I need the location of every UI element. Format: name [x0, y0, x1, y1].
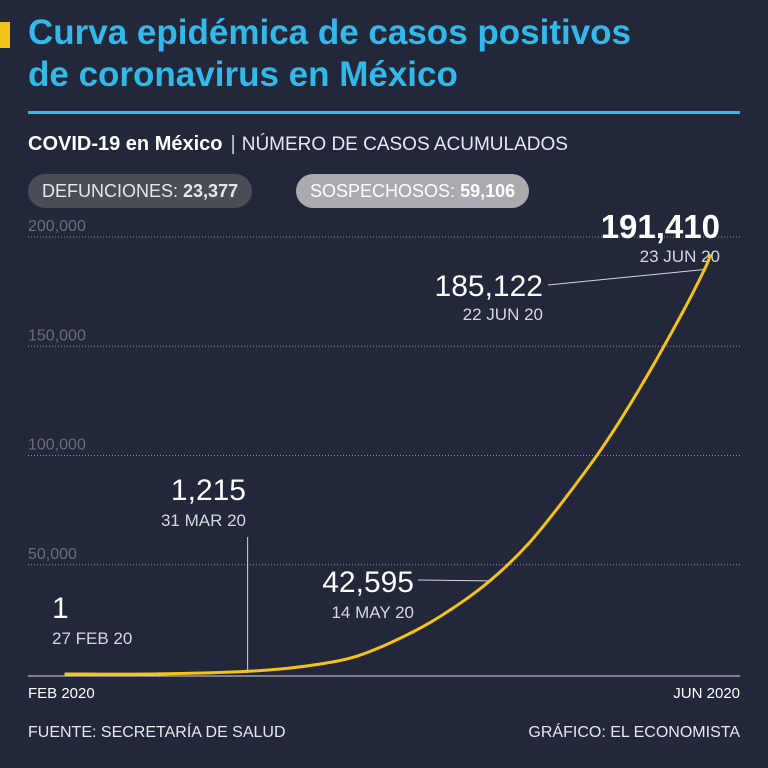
- data-point-5: [411, 630, 415, 634]
- data-label-value: 1,215: [171, 474, 246, 507]
- credit-note: GRÁFICO: EL ECONOMISTA: [528, 724, 740, 741]
- source-note: FUENTE: SECRETARÍA DE SALUD: [28, 724, 286, 741]
- data-point-7: [488, 579, 492, 583]
- data-point-12: [680, 310, 685, 315]
- data-point-10: [603, 441, 608, 445]
- data-label-date: 31 MAR 20: [161, 511, 246, 530]
- data-point-3: [301, 664, 305, 669]
- data-point-4: [356, 654, 360, 658]
- y-tick-label: 150,000: [28, 327, 86, 344]
- data-label-value: 42,595: [322, 566, 414, 599]
- subtitle-metric: NÚMERO DE CASOS ACUMULADOS: [241, 134, 568, 155]
- data-point-9: [565, 494, 569, 498]
- data-point-0: [64, 672, 68, 676]
- accent-bar: [0, 22, 10, 48]
- annotation-leader: [417, 579, 490, 582]
- data-point-1: [157, 672, 162, 676]
- data-label-value: 1: [52, 592, 69, 625]
- deaths-badge: DEFUNCIONES: 23,377: [28, 174, 253, 208]
- suspected-value: 59,106: [460, 181, 516, 201]
- data-label-date: 14 MAY 20: [331, 603, 414, 622]
- data-point-6: [449, 607, 453, 611]
- chart-subtitle: COVID-19 en México | NÚMERO DE CASOS ACUMU…: [28, 133, 568, 156]
- title-line-2: de coronavirus en México: [28, 55, 458, 94]
- data-point-8: [526, 542, 530, 546]
- data-point-13: [702, 267, 707, 272]
- subtitle-main: COVID-19 en México: [28, 133, 223, 155]
- title-divider: [28, 111, 740, 114]
- deaths-value: 23,377: [183, 181, 239, 201]
- y-tick-label: 50,000: [28, 546, 77, 563]
- title-line-1: Curva epidémica de casos positivos: [28, 13, 632, 52]
- y-tick-label: 100,000: [28, 437, 86, 454]
- x-tick-label: JUN 2020: [673, 685, 740, 702]
- data-point-2: [246, 669, 250, 673]
- page-title: Curva epidémica de casos positivos de co…: [28, 12, 748, 96]
- suspected-badge: SOSPECHOSOS: 59,106: [296, 174, 530, 208]
- annotation-leader: [547, 269, 705, 286]
- data-label-date: 23 JUN 20: [640, 247, 720, 266]
- data-point-11: [642, 379, 646, 383]
- deaths-label: DEFUNCIONES:: [42, 181, 179, 201]
- y-tick-label: 200,000: [28, 218, 86, 235]
- x-tick-label: FEB 2020: [28, 685, 95, 702]
- subtitle-separator: |: [230, 133, 236, 155]
- data-label-date: 22 JUN 20: [463, 305, 543, 324]
- data-label-value: 191,410: [601, 208, 720, 245]
- data-label-value: 185,122: [435, 270, 543, 303]
- suspected-label: SOSPECHOSOS:: [310, 181, 456, 201]
- data-label-date: 27 FEB 20: [52, 629, 132, 648]
- data-point-14: [708, 254, 712, 258]
